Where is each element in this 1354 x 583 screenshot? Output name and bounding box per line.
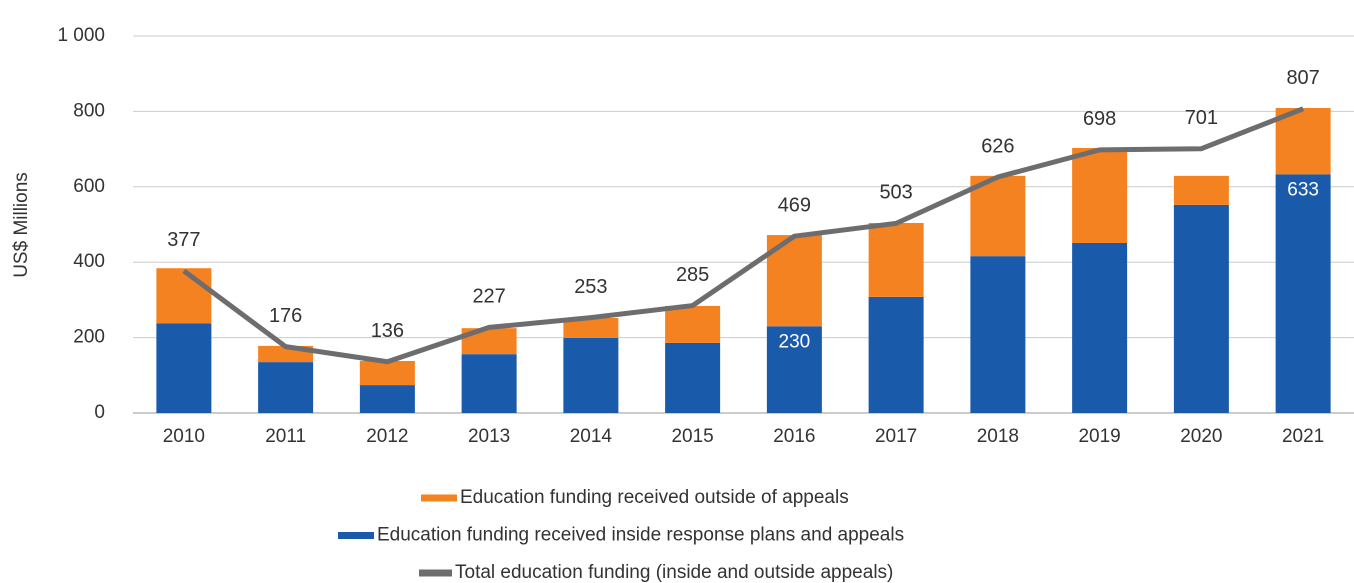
x-tick-label: 2014 bbox=[570, 426, 613, 447]
x-tick-label: 2021 bbox=[1282, 426, 1324, 447]
x-tick-label: 2015 bbox=[671, 426, 713, 447]
legend-label: Total education funding (inside and outs… bbox=[455, 562, 893, 583]
bar bbox=[563, 317, 619, 338]
bar bbox=[563, 337, 619, 413]
data-label: 253 bbox=[574, 276, 607, 298]
bar bbox=[461, 354, 517, 413]
bar bbox=[359, 385, 415, 413]
data-label: 176 bbox=[269, 305, 302, 327]
bar bbox=[766, 326, 822, 413]
bar bbox=[156, 323, 212, 413]
data-label: 230 bbox=[779, 331, 811, 352]
bar bbox=[1275, 108, 1331, 175]
x-tick-label: 2010 bbox=[163, 426, 205, 447]
x-tick-label: 2017 bbox=[875, 426, 917, 447]
data-label: 701 bbox=[1185, 107, 1218, 129]
data-label: 626 bbox=[981, 135, 1014, 157]
x-tick-label: 2016 bbox=[773, 426, 815, 447]
x-tick-label: 2013 bbox=[468, 426, 510, 447]
y-axis-label: US$ Millions bbox=[11, 172, 32, 278]
data-label: 698 bbox=[1083, 108, 1116, 130]
line bbox=[182, 106, 1305, 365]
legend-swatch bbox=[421, 494, 457, 502]
data-label: 136 bbox=[371, 320, 404, 342]
bar bbox=[868, 296, 924, 413]
bar bbox=[156, 268, 212, 324]
bar bbox=[1173, 204, 1229, 413]
bar bbox=[359, 360, 415, 386]
x-tick-label: 2011 bbox=[265, 426, 306, 447]
bar bbox=[1275, 174, 1331, 413]
legend-label: Education funding received outside of ap… bbox=[460, 487, 849, 508]
data-label: 469 bbox=[778, 194, 811, 216]
data-label: 503 bbox=[879, 182, 912, 204]
x-tick-label: 2020 bbox=[1180, 426, 1222, 447]
y-tick-label: 1 000 bbox=[57, 25, 105, 46]
y-tick-label: 400 bbox=[73, 251, 105, 272]
bar bbox=[868, 222, 924, 297]
y-tick-label: 600 bbox=[73, 176, 105, 197]
bar bbox=[1072, 242, 1128, 413]
data-label: 285 bbox=[676, 264, 709, 286]
y-tick-label: 200 bbox=[73, 327, 105, 348]
bar bbox=[1072, 147, 1128, 243]
data-label: 807 bbox=[1286, 67, 1319, 89]
legend-swatch bbox=[419, 569, 452, 577]
legend-label: Education funding received inside respon… bbox=[377, 525, 904, 546]
legend-swatch bbox=[338, 532, 374, 539]
bar bbox=[665, 305, 721, 343]
bar bbox=[665, 342, 721, 413]
x-tick-label: 2012 bbox=[366, 426, 408, 447]
data-label: 227 bbox=[472, 286, 505, 308]
bar bbox=[258, 362, 314, 413]
x-tick-label: 2018 bbox=[977, 426, 1019, 447]
bar bbox=[1173, 175, 1229, 205]
bar bbox=[970, 256, 1026, 413]
x-tick-label: 2019 bbox=[1078, 426, 1120, 447]
bar bbox=[970, 175, 1026, 257]
data-label: 633 bbox=[1287, 179, 1319, 200]
data-label: 377 bbox=[167, 229, 200, 251]
y-tick-label: 800 bbox=[73, 100, 105, 121]
y-tick-label: 0 bbox=[94, 402, 105, 423]
